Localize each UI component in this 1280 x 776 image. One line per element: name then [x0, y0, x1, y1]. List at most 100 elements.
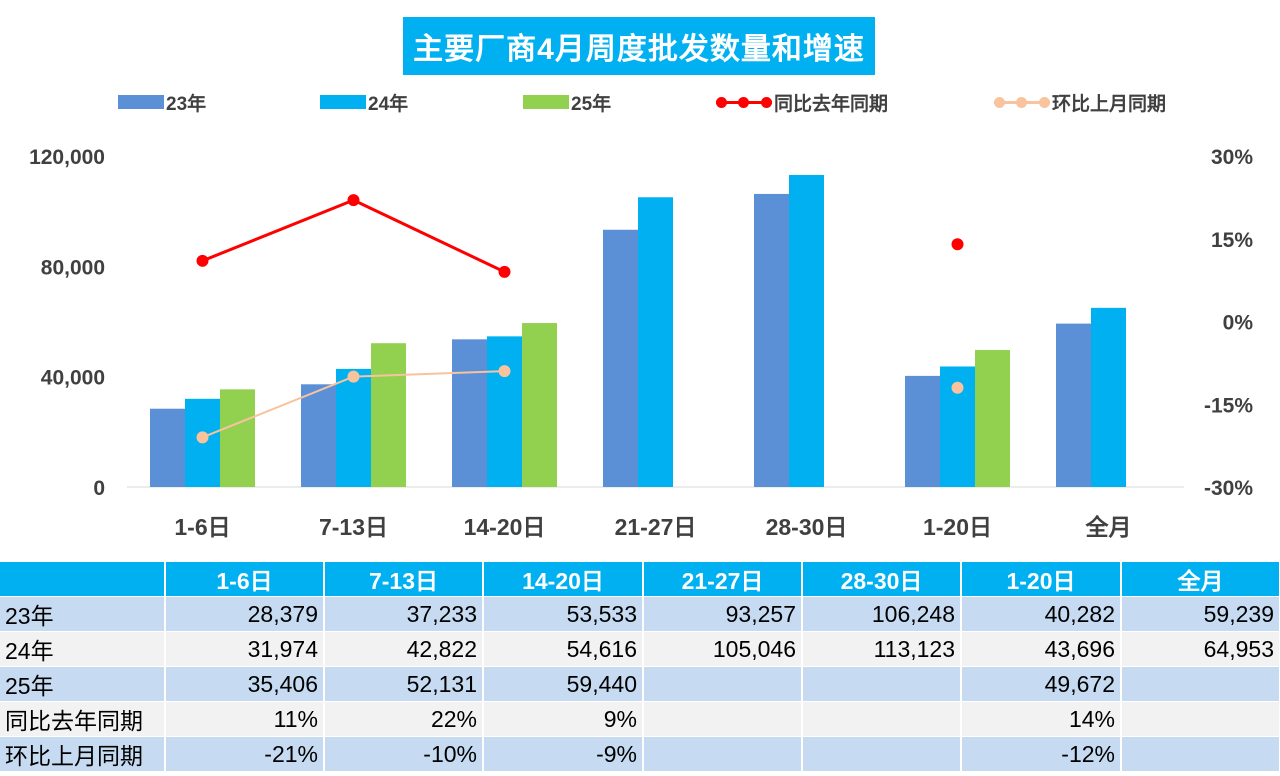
table-cell: 52,131: [324, 666, 484, 702]
legend-item-23: 23年: [118, 88, 206, 116]
column-header: 7-13日: [324, 562, 484, 597]
table-cell: 42,822: [324, 631, 484, 667]
bar-25年: [220, 389, 255, 487]
left-axis-tick-label: 80,000: [41, 256, 105, 279]
table-row: 24年 31,974 42,822 54,616 105,046 113,123…: [0, 631, 1280, 667]
table-cell: 53,533: [483, 596, 644, 632]
left-axis-tick-label: 0: [93, 477, 105, 500]
bar-24年: [638, 197, 673, 488]
table-cell: 106,248: [802, 596, 962, 632]
x-axis-tick-label: 21-27日: [615, 514, 697, 540]
line-segment-环比上月同期: [202, 375, 354, 439]
row-label: 23年: [0, 596, 166, 632]
table-cell: 28,379: [165, 596, 325, 632]
line-segment-同比去年同期: [201, 198, 355, 263]
table-cell: -12%: [961, 736, 1122, 772]
point-环比上月同期: [498, 365, 511, 378]
table-cell: 14%: [961, 701, 1122, 737]
table-cell: [1121, 666, 1280, 702]
table-corner: [0, 562, 166, 597]
legend-marker-mom: [994, 95, 1050, 109]
table-row: 同比去年同期 11% 22% 9% 14%: [0, 701, 1280, 737]
legend-swatch-24: [320, 95, 366, 109]
table-cell: [643, 666, 803, 702]
bar-23年: [452, 339, 487, 487]
right-axis-tick-label: -15%: [1204, 394, 1253, 417]
table-cell: [643, 701, 803, 737]
data-table: 1-6日 7-13日 14-20日 21-27日 28-30日 1-20日 全月…: [0, 562, 1280, 772]
x-axis-tick-label: 7-13日: [319, 514, 388, 540]
table-cell: 105,046: [643, 631, 803, 667]
line-segment-环比上月同期: [353, 370, 505, 378]
table-cell: 43,696: [961, 631, 1122, 667]
legend-label-25: 25年: [571, 93, 612, 115]
x-axis-tick-label: 1-20日: [923, 514, 992, 540]
point-同比去年同期: [196, 254, 209, 267]
chart-title: 主要厂商4月周度批发数量和增速: [403, 17, 875, 75]
bar-23年: [301, 384, 336, 487]
right-axis-tick-label: 30%: [1211, 146, 1253, 169]
table-cell: 54,616: [483, 631, 644, 667]
bar-23年: [905, 375, 940, 487]
line-segment-同比去年同期: [352, 198, 506, 274]
row-label: 环比上月同期: [0, 736, 166, 772]
table-cell: [802, 736, 962, 772]
table-cell: 49,672: [961, 666, 1122, 702]
row-label: 25年: [0, 666, 166, 702]
point-环比上月同期: [196, 431, 209, 444]
table-cell: 9%: [483, 701, 644, 737]
legend-label-mom: 环比上月同期: [1052, 93, 1167, 115]
chart: 0 40,000 80,000 120,000 -30% -15% 0% 15% 30% 1-6日…: [29, 146, 1254, 540]
row-label: 同比去年同期: [0, 701, 166, 737]
bar-24年: [789, 174, 824, 487]
bar-23年: [150, 408, 185, 487]
row-label: 24年: [0, 631, 166, 667]
table-row: 25年 35,406 52,131 59,440 49,672: [0, 666, 1280, 702]
x-axis-tick-label: 14-20日: [464, 514, 546, 540]
bar-24年: [336, 368, 371, 487]
legend-marker-yoy: [716, 95, 772, 109]
legend-item-yoy: 同比去年同期: [716, 88, 888, 116]
table-cell: -21%: [165, 736, 325, 772]
right-axis-tick-label: -30%: [1204, 477, 1253, 500]
column-header: 1-20日: [961, 562, 1122, 597]
column-header: 全月: [1121, 562, 1280, 597]
legend-swatch-23: [118, 95, 164, 109]
table-cell: 59,239: [1121, 596, 1280, 632]
table-cell: [1121, 736, 1280, 772]
table-cell: 40,282: [961, 596, 1122, 632]
legend-label-yoy: 同比去年同期: [774, 93, 889, 115]
table-cell: 64,953: [1121, 631, 1280, 667]
legend-item-24: 24年: [320, 88, 408, 116]
table-cell: [802, 666, 962, 702]
left-axis-tick-label: 40,000: [41, 367, 105, 390]
point-同比去年同期: [498, 265, 511, 278]
table-header-row: 1-6日 7-13日 14-20日 21-27日 28-30日 1-20日 全月: [0, 562, 1280, 597]
table-row: 环比上月同期 -21% -10% -9% -12%: [0, 736, 1280, 772]
table-cell: [643, 736, 803, 772]
table-cell: -9%: [483, 736, 644, 772]
right-axis-tick-label: 0%: [1223, 312, 1254, 335]
bar-25年: [975, 349, 1010, 487]
table-cell: 37,233: [324, 596, 484, 632]
table-cell: 22%: [324, 701, 484, 737]
x-axis-tick-label: 1-6日: [174, 514, 230, 540]
legend-label-24: 24年: [368, 93, 409, 115]
point-同比去年同期: [951, 238, 964, 251]
bar-24年: [487, 336, 522, 487]
right-axis-tick-label: 15%: [1211, 229, 1253, 252]
legend-swatch-25: [523, 95, 569, 109]
legend-item-mom: 环比上月同期: [994, 88, 1166, 116]
table-cell: 113,123: [802, 631, 962, 667]
legend-item-25: 25年: [523, 88, 611, 116]
bar-23年: [603, 229, 638, 487]
column-header: 21-27日: [643, 562, 803, 597]
legend-label-23: 23年: [166, 93, 207, 115]
x-axis-tick-label: 28-30日: [766, 514, 848, 540]
table-cell: 35,406: [165, 666, 325, 702]
bar-23年: [1056, 323, 1091, 487]
point-同比去年同期: [347, 194, 360, 207]
bar-25年: [522, 323, 557, 487]
bar-23年: [754, 193, 789, 487]
bar-25年: [371, 343, 406, 487]
